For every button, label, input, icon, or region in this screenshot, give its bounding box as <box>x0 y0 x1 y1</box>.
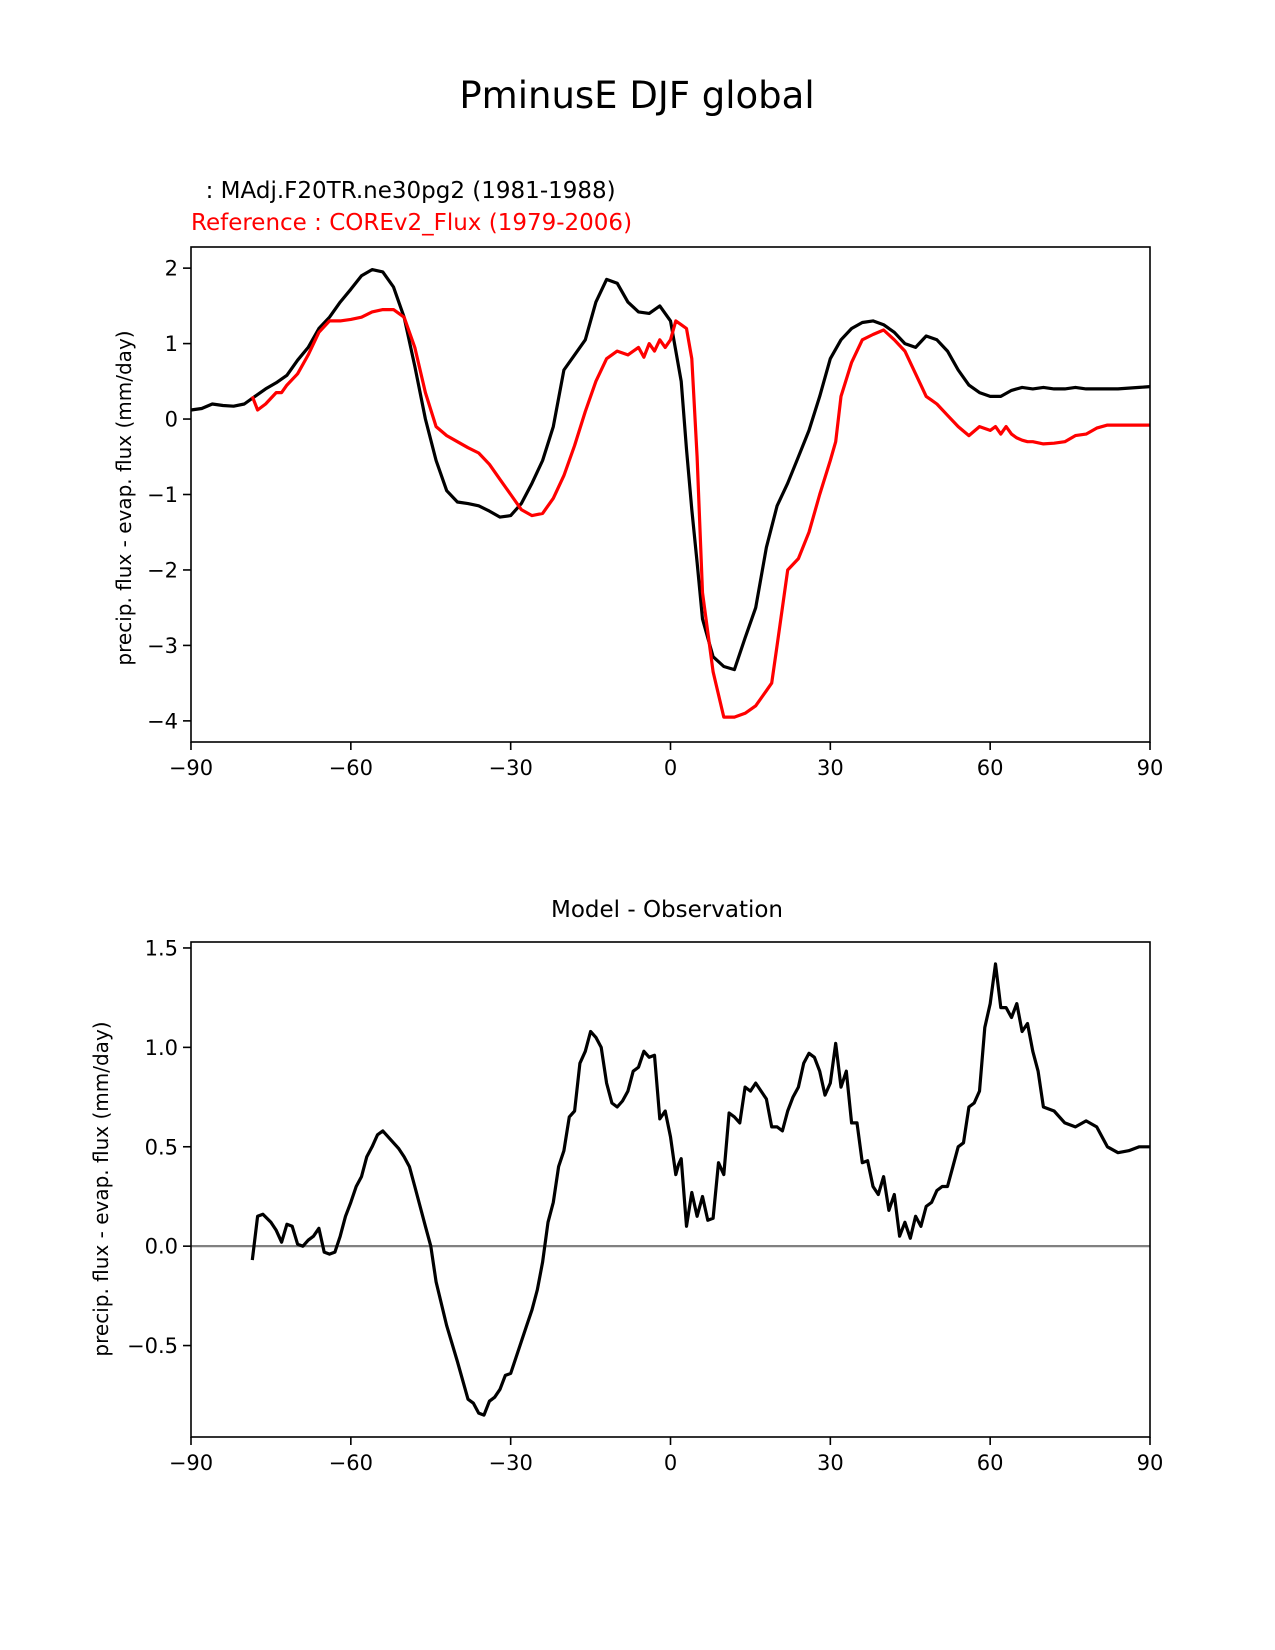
top-x-tick-label: 30 <box>817 756 844 780</box>
bottom-axes-frame <box>190 941 1151 1438</box>
top-y-tick-label: −4 <box>147 709 178 733</box>
top-panel: : MAdj.F20TR.ne30pg2 (1981-1988) Referen… <box>112 178 1163 780</box>
top-series-line-0 <box>190 268 1151 672</box>
bottom-plot-area: −90 −60 −30 0 30 60 90 −0.5 0.0 0.5 1.0 1.5 <box>127 936 1163 1475</box>
top-x-tick-label: 90 <box>1137 756 1164 780</box>
top-x-tick-label: −30 <box>489 756 533 780</box>
bottom-x-tick-label: 90 <box>1137 1451 1164 1475</box>
top-y-tick-label: −2 <box>147 558 178 582</box>
bottom-y-tick-label: 0.5 <box>145 1135 178 1159</box>
top-x-tick-label: −90 <box>169 756 213 780</box>
top-x-tick-label: 0 <box>664 756 677 780</box>
bottom-y-tick-label: 1.0 <box>145 1036 178 1060</box>
bottom-x-tick-label: 0 <box>664 1451 677 1475</box>
top-plot-area: −90 −60 −30 0 30 60 90 −4 −3 −2 −1 0 1 2 <box>147 246 1164 780</box>
top-y-tick-label: 1 <box>165 332 178 356</box>
top-series-line-1 <box>250 308 1150 719</box>
bottom-y-axis-label: precip. flux - evap. flux (mm/day) <box>89 1021 113 1356</box>
bottom-panel-title: Model - Observation <box>551 897 783 923</box>
bottom-x-tick-label: 60 <box>977 1451 1004 1475</box>
bottom-x-tick-label: −30 <box>489 1451 533 1475</box>
bottom-y-tick-label: 0.0 <box>145 1235 178 1259</box>
bottom-x-tick-label: 30 <box>817 1451 844 1475</box>
bottom-panel: Model - Observation precip. flux - evap.… <box>89 897 1163 1475</box>
bottom-x-tick-label: −90 <box>169 1451 213 1475</box>
top-y-tick-label: −3 <box>147 634 178 658</box>
bottom-y-tick-label: 1.5 <box>145 936 178 960</box>
bottom-series-line-0 <box>250 962 1150 1417</box>
top-y-axis-label: precip. flux - evap. flux (mm/day) <box>112 330 136 665</box>
top-x-tick-label: −60 <box>329 756 373 780</box>
top-y-tick-label: 2 <box>165 257 178 281</box>
top-y-tick-label: 0 <box>165 408 178 432</box>
test-series-label: : MAdj.F20TR.ne30pg2 (1981-1988) <box>191 178 616 204</box>
reference-series-label: Reference : COREv2_Flux (1979-2006) <box>191 210 632 236</box>
top-y-tick-label: −1 <box>147 483 178 507</box>
figure-title: PminusE DJF global <box>459 74 814 117</box>
top-x-tick-label: 60 <box>977 756 1004 780</box>
bottom-x-tick-label: −60 <box>329 1451 373 1475</box>
bottom-y-tick-label: −0.5 <box>127 1334 178 1358</box>
